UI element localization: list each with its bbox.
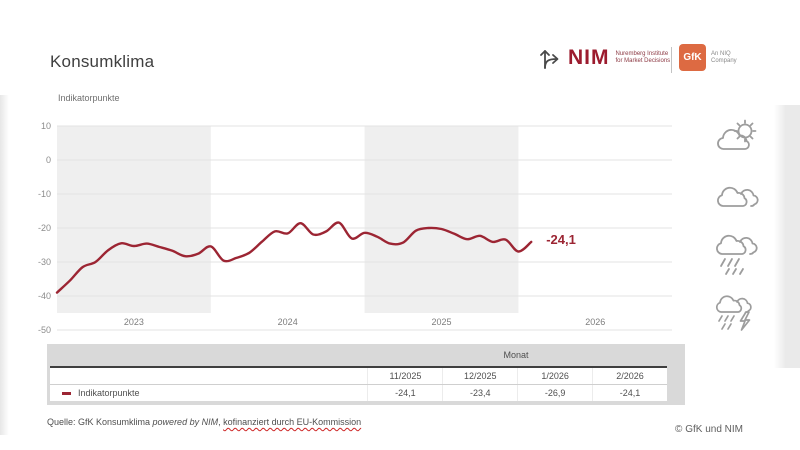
source-separator: , [218, 417, 224, 427]
x-year-label: 2023 [124, 317, 144, 327]
y-tick-label: -50 [38, 325, 51, 335]
nim-subtitle: Nuremberg Institute for Market Decisions [616, 51, 671, 65]
table-col-header-4: 2/2026 [592, 368, 667, 384]
y-tick-label: -10 [38, 189, 51, 199]
rain-cloud-icon [716, 235, 758, 276]
series-label-cell: Indikatorpunkte [50, 385, 367, 401]
x-year-label: 2025 [431, 317, 451, 327]
table-value-cell-1: -24,1 [367, 385, 442, 401]
x-year-label: 2024 [278, 317, 298, 327]
series-legend-dash-icon [62, 392, 71, 396]
table-col-header-2: 12/2025 [442, 368, 517, 384]
y-tick-label: -20 [38, 223, 51, 233]
table-value-cell-4: -24,1 [592, 385, 667, 401]
source-cofinanced: kofinanziert durch EU-Kommission [223, 417, 362, 427]
table-row: Indikatorpunkte -24,1 -23,4 -26,9 -24,1 [50, 384, 667, 401]
table-header-row: 11/2025 12/2025 1/2026 2/2026 [50, 368, 667, 384]
data-table: Monat 11/2025 12/2025 1/2026 2/2026 Indi… [47, 344, 685, 405]
weather-icon-column [710, 116, 766, 340]
gfk-logo: GfK An NIQ Company [679, 44, 737, 71]
source-prefix: Quelle: GfK Konsumklima [47, 417, 153, 427]
table-col-header-1: 11/2025 [367, 368, 442, 384]
table-group-header: Monat [503, 350, 529, 360]
line-end-value-label: -24,1 [546, 232, 576, 247]
konsumklima-line-chart[interactable]: 10 0 -10 -20 -30 -40 -50 2023 2024 2025 2026 -24,1 [0, 0, 700, 340]
source-powered-by: powered by NIM [152, 417, 219, 427]
logo-divider [671, 47, 672, 73]
nim-logo: NIM Nuremberg Institute for Market Decis… [538, 44, 670, 71]
gfk-subtitle-line1: An NIQ [711, 50, 731, 57]
table-value-cell-2: -23,4 [442, 385, 517, 401]
page-title: Konsumklima [50, 52, 155, 71]
nim-subtitle-line1: Nuremberg Institute [615, 50, 669, 57]
series-label: Indikatorpunkte [78, 388, 140, 398]
nim-arrows-icon [540, 50, 559, 69]
y-tick-label: -40 [38, 291, 51, 301]
table-value-cell-3: -26,9 [517, 385, 592, 401]
sun-behind-cloud-icon [717, 119, 757, 150]
y-tick-label: 10 [41, 121, 51, 131]
table-corner-cell [50, 368, 367, 384]
year-band [364, 126, 519, 313]
source-note: Quelle: GfK Konsumklima powered by NIM, … [47, 417, 361, 427]
y-tick-label: 0 [46, 155, 51, 165]
table-body: 11/2025 12/2025 1/2026 2/2026 Indikatorp… [50, 368, 667, 401]
nim-wordmark: NIM [568, 46, 610, 69]
table-header-rule [50, 366, 667, 368]
indikatorpunkte-line[interactable] [55, 221, 533, 294]
gfk-subtitle-line2: Company [711, 57, 737, 64]
right-edge-shadow [774, 105, 800, 368]
copyright-note: © GfK und NIM [675, 424, 743, 435]
table-col-header-3: 1/2026 [517, 368, 592, 384]
y-axis-title: Indikatorpunkte [58, 93, 120, 103]
x-year-label: 2026 [585, 317, 605, 327]
clouds-icon [717, 186, 759, 207]
y-tick-label: -30 [38, 257, 51, 267]
year-band [57, 126, 211, 313]
thunderstorm-cloud-icon [715, 295, 752, 331]
gfk-box-icon: GfK [679, 44, 706, 71]
left-edge-shadow [0, 95, 9, 435]
gfk-subtitle: An NIQ Company [711, 51, 737, 65]
nim-subtitle-line2: for Market Decisions [615, 57, 671, 64]
